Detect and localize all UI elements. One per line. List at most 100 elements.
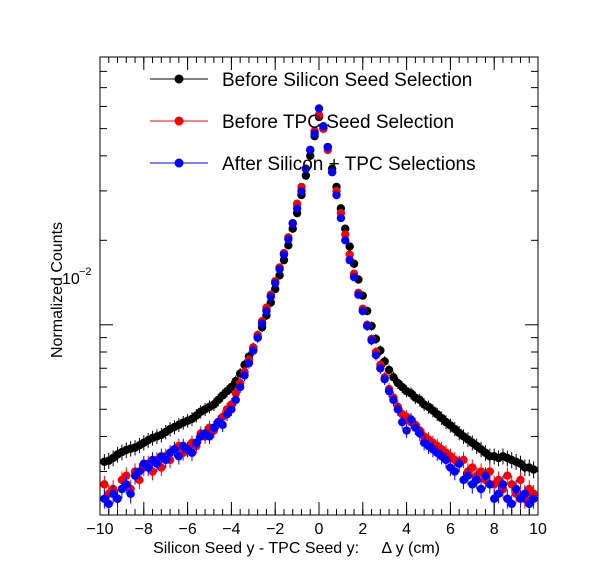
data-point xyxy=(323,142,332,152)
data-point xyxy=(314,104,324,113)
data-point xyxy=(503,471,512,480)
data-point xyxy=(441,455,451,465)
data-point xyxy=(249,346,258,355)
data-point xyxy=(472,475,481,485)
x-tick-label: −2 xyxy=(266,521,284,538)
data-point xyxy=(463,471,473,480)
data-point xyxy=(345,255,354,265)
data-point xyxy=(376,364,385,373)
data-point xyxy=(327,167,337,177)
data-point xyxy=(314,110,324,120)
data-point xyxy=(266,292,276,301)
x-tick-label: 6 xyxy=(446,521,455,538)
legend-marker-2 xyxy=(174,158,184,168)
data-point xyxy=(135,467,144,476)
data-point xyxy=(511,484,521,494)
data-points-layer xyxy=(100,104,538,514)
data-point xyxy=(336,213,346,223)
data-point xyxy=(284,241,293,250)
x-tick-label: −10 xyxy=(86,521,113,538)
x-tick-label: 2 xyxy=(358,521,367,538)
data-point xyxy=(516,475,525,485)
data-point xyxy=(468,463,477,472)
legend-label-1: Before TPC Seed Selection xyxy=(222,112,454,133)
data-point xyxy=(143,463,153,472)
data-point xyxy=(161,455,170,465)
series-2 xyxy=(100,104,538,514)
data-point xyxy=(398,417,407,427)
data-point xyxy=(498,480,508,489)
data-point xyxy=(380,374,389,384)
data-point xyxy=(349,272,359,282)
data-point xyxy=(235,382,245,392)
legend-marker-1 xyxy=(174,116,184,126)
data-point xyxy=(450,467,459,476)
legend-label-0: Before Silicon Seed Selection xyxy=(222,70,472,91)
data-point xyxy=(192,438,201,447)
data-point xyxy=(454,459,464,468)
y-tick-label: 10 −2 xyxy=(62,266,92,288)
data-point xyxy=(288,219,297,228)
legend-label-2: After Silicon + TPC Selections xyxy=(222,154,476,175)
y-axis-label: Normalized Counts xyxy=(49,222,66,358)
data-point xyxy=(389,373,398,382)
data-point xyxy=(152,459,162,468)
data-point xyxy=(205,432,214,441)
data-point xyxy=(279,250,289,259)
data-point xyxy=(476,484,486,494)
data-point xyxy=(402,426,411,435)
data-point xyxy=(319,122,328,131)
data-point xyxy=(520,489,530,498)
x-axis-label: Silicon Seed y - TPC Seed y: Δ y (cm) xyxy=(153,540,440,557)
y-tick-label-base: 10 xyxy=(62,271,80,288)
data-point xyxy=(253,333,262,342)
x-tick-label: −8 xyxy=(135,521,153,538)
data-point xyxy=(411,423,420,432)
data-point xyxy=(284,234,293,244)
x-tick-label: 0 xyxy=(315,521,324,538)
axis-ticks-layer: −10 −8 −6 −4 −2 0 2 4 6 8 10 xyxy=(86,57,547,538)
legend: Before Silicon Seed Selection Before TPC… xyxy=(150,70,476,175)
data-point xyxy=(257,319,267,328)
data-point xyxy=(481,471,490,480)
data-point xyxy=(415,429,424,438)
data-point xyxy=(507,499,516,509)
data-point xyxy=(126,489,135,498)
y-tick-label-exponent: −2 xyxy=(79,266,92,278)
data-point xyxy=(240,371,249,380)
data-point xyxy=(292,204,302,213)
data-point xyxy=(341,236,350,245)
x-tick-label: −6 xyxy=(178,521,196,538)
data-point xyxy=(227,382,236,392)
data-point xyxy=(384,386,394,396)
data-point xyxy=(122,480,131,489)
data-point xyxy=(362,321,372,331)
data-point xyxy=(275,271,284,280)
data-point xyxy=(301,171,311,180)
data-point xyxy=(275,264,284,274)
data-point xyxy=(384,365,394,375)
legend-entry-0: Before Silicon Seed Selection xyxy=(150,70,472,91)
data-point xyxy=(389,395,398,405)
data-point xyxy=(332,190,341,200)
x-tick-label: −4 xyxy=(222,521,240,538)
data-point xyxy=(354,290,363,299)
data-point xyxy=(187,448,197,457)
data-point xyxy=(406,415,416,424)
data-point xyxy=(529,494,538,503)
x-tick-label: 8 xyxy=(490,521,499,538)
data-point xyxy=(231,389,240,398)
data-point xyxy=(341,230,350,239)
data-point xyxy=(170,445,179,454)
data-point xyxy=(244,358,254,368)
data-point xyxy=(301,164,311,173)
data-point xyxy=(306,151,315,161)
data-point xyxy=(262,306,271,316)
data-point xyxy=(297,186,306,196)
data-point xyxy=(494,489,503,498)
data-point xyxy=(306,145,315,155)
legend-marker-0 xyxy=(174,74,184,84)
data-point xyxy=(529,465,538,474)
x-tick-label: 4 xyxy=(402,521,411,538)
